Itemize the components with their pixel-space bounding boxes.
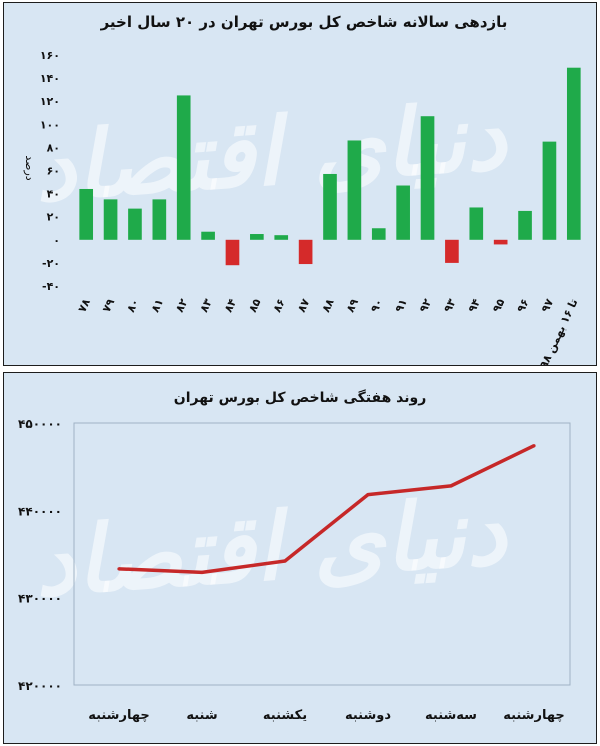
y-tick-label: ۴۰ [47, 188, 60, 201]
bar [176, 95, 191, 240]
y-tick-label: ۸۰ [47, 141, 60, 154]
x-tick-label: ۸۹ [344, 297, 362, 315]
series-point [532, 444, 536, 448]
bar [323, 173, 337, 240]
y-tick-label: ۱۰۰ [40, 118, 60, 131]
series-point [366, 493, 370, 497]
bar [79, 188, 94, 240]
y-tick-label: ۰ [53, 234, 60, 247]
x-tick-label: ۹۰ [368, 297, 385, 315]
bar [371, 228, 386, 240]
y-tick-label: ۱۶۰ [40, 49, 60, 62]
y-tick-label: -۴۰ [42, 280, 60, 293]
y-tick-label: -۲۰ [42, 257, 60, 270]
series-point [283, 559, 287, 563]
x-tick-label: ۹۶ [514, 297, 531, 315]
series-point [117, 567, 121, 571]
bar [566, 67, 581, 240]
bar [445, 239, 459, 263]
bar [347, 140, 362, 240]
bar [298, 239, 313, 265]
x-tick-label: ۷۹ [100, 297, 118, 315]
y-tick-label: ۲۰ [47, 211, 60, 224]
y-axis-label: درصد [23, 155, 36, 180]
x-tick-label: ۹۲ [417, 297, 435, 315]
y-tick-label: ۴۳۰۰۰۰ [18, 592, 62, 606]
x-tick-label: ۹۴ [466, 297, 484, 315]
x-tick-label: ۸۳ [197, 297, 215, 315]
x-tick-label: ۸۴ [222, 297, 240, 315]
x-tick-label: ۹۷ [539, 297, 557, 315]
bar [128, 208, 142, 240]
x-tick-label: ۸۲ [173, 297, 191, 315]
series-point [449, 484, 453, 488]
x-tick-label: ۸۸ [319, 297, 337, 315]
x-tick-label: ۸۷ [295, 297, 313, 315]
annual-returns-chart: بازدهی سالانه شاخص کل بورس تهران در ۲۰ س… [23, 13, 581, 365]
y-tick-label: ۱۴۰ [40, 72, 60, 85]
x-tick-label: یکشنبه [263, 708, 307, 723]
y-tick-label: ۶۰ [47, 165, 60, 178]
bar [493, 239, 508, 245]
y-tick-label: ۴۴۰۰۰۰ [18, 504, 62, 518]
x-tick-label: چهارشنبه [88, 708, 150, 723]
bar [274, 235, 289, 240]
series-line [118, 444, 535, 575]
x-tick-label: ۸۶ [270, 297, 287, 315]
x-tick-label: شنبه [186, 708, 217, 723]
x-tick-label: ۹۳ [441, 297, 459, 315]
x-tick-label: ۹۵ [490, 297, 508, 315]
weekly-trend-panel: دنیای اقتصاد روند هفتگی شاخص کل بورس تهر… [3, 372, 597, 744]
y-tick-label: ۱۲۰ [40, 95, 60, 108]
bar [518, 210, 532, 240]
x-tick-label: ۸۱ [149, 297, 166, 315]
bar [225, 239, 240, 266]
x-tick-label: سه‌شنبه [425, 708, 477, 723]
bar [201, 231, 215, 240]
bar [420, 116, 435, 240]
x-tick-label: چهارشنبه [503, 708, 565, 723]
x-tick-label: ۹۱ [392, 297, 409, 315]
bar [469, 207, 484, 240]
plot-frame [73, 422, 571, 686]
annual-returns-panel: دنیای اقتصاد بازدهی سالانه شاخص کل بورس … [3, 2, 597, 366]
y-tick-label: ۴۲۰۰۰۰ [18, 679, 62, 693]
chart-title: بازدهی سالانه شاخص کل بورس تهران در ۲۰ س… [100, 13, 508, 31]
series-point [200, 570, 204, 574]
x-tick-label: ۷۸ [75, 297, 93, 315]
x-tick-label: ۸۵ [246, 297, 264, 315]
bar [152, 199, 167, 240]
weekly-trend-chart: روند هفتگی شاخص کل بورس تهران ۴۲۰۰۰۰ ۴۳۰۰۰… [18, 389, 571, 723]
x-tick-label: ۸۰ [124, 297, 141, 315]
x-tick-label: دوشنبه [345, 708, 391, 723]
bar [250, 234, 264, 240]
bar [542, 141, 557, 240]
bar [396, 185, 410, 240]
bar [103, 199, 118, 240]
chart-title: روند هفتگی شاخص کل بورس تهران [174, 389, 427, 406]
y-tick-label: ۴۵۰۰۰۰ [18, 417, 62, 431]
